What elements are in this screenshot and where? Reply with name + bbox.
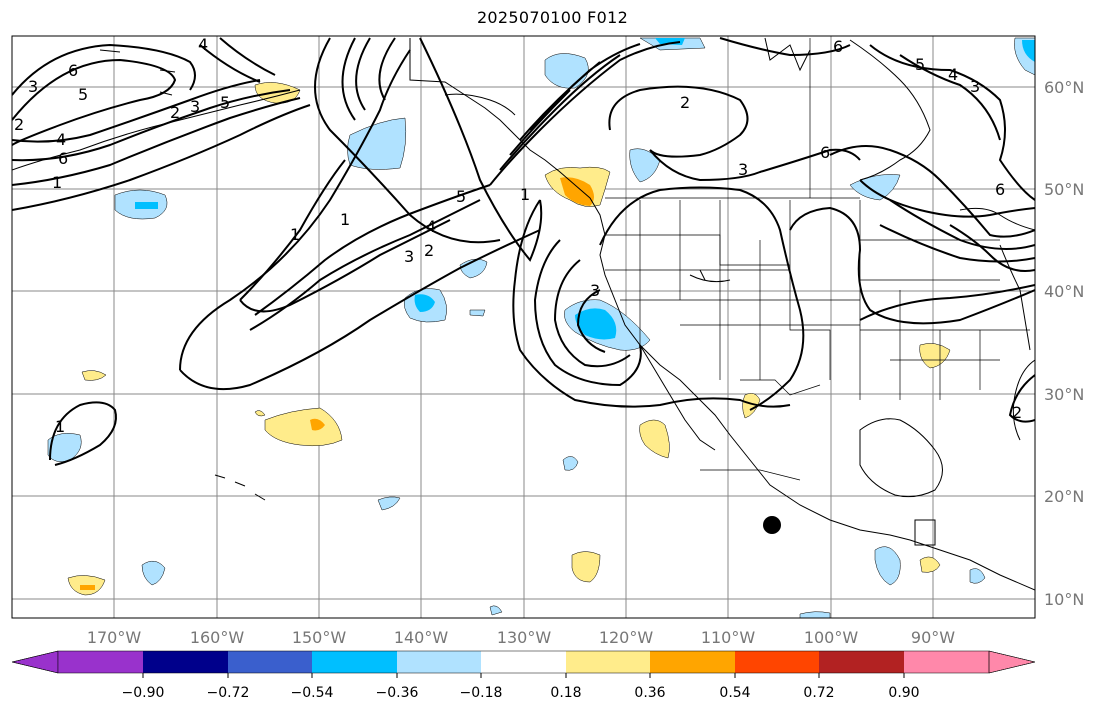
contour-label: 4 — [56, 130, 66, 149]
lat-label: 50°N — [1044, 180, 1084, 199]
colorbar-segment — [904, 651, 989, 673]
colorbar-tick-label: 0.90 — [888, 685, 919, 701]
lat-label: 10°N — [1044, 590, 1084, 609]
colorbar-segment — [650, 651, 735, 673]
lon-label: 140°W — [394, 628, 449, 647]
colorbar-segment — [228, 651, 312, 673]
lon-label: 110°W — [701, 628, 756, 647]
contour-label: 2 — [170, 103, 180, 122]
graticule — [12, 36, 1035, 618]
contour-label: 4 — [426, 217, 436, 236]
lon-label: 160°W — [190, 628, 245, 647]
political-borders — [605, 38, 1030, 481]
colorbar-segment — [819, 651, 904, 673]
contour-label: 5 — [78, 85, 88, 104]
colorbar-segment — [58, 651, 143, 673]
lon-label: 150°W — [292, 628, 347, 647]
contour-label: 6 — [820, 143, 830, 162]
colorbar-segment — [397, 651, 481, 673]
colorbar: −0.90 −0.72 −0.54 −0.36 −0.18 0.18 0.36 … — [11, 650, 1036, 701]
contour-label: 3 — [190, 97, 200, 116]
contour-label: 1 — [520, 185, 530, 204]
contour-label: 3 — [970, 77, 980, 96]
contour-label: 1 — [52, 173, 62, 192]
colorbar-segment — [481, 651, 566, 673]
colorbar-extend-min — [11, 650, 59, 674]
contour-label: 5 — [915, 55, 925, 74]
contour-lines — [12, 37, 1035, 466]
contour-label: 3 — [738, 160, 748, 179]
contour-label: 5 — [220, 93, 230, 112]
longitude-labels: 170°W 160°W 150°W 140°W 130°W 120°W 110°… — [87, 628, 955, 647]
colorbar-segment — [143, 651, 228, 673]
colorbar-tick-label: 0.18 — [550, 685, 581, 701]
colorbar-segment — [312, 651, 397, 673]
contour-label: 4 — [948, 65, 958, 84]
lon-label: 100°W — [804, 628, 859, 647]
map-frame — [11, 35, 1036, 619]
contour-label: 4 — [198, 35, 208, 54]
colorbar-segment — [735, 651, 819, 673]
lat-label: 20°N — [1044, 487, 1084, 506]
contour-label: 2 — [1012, 403, 1022, 422]
colorbar-extend-max — [988, 650, 1036, 674]
contour-label: 1 — [340, 210, 350, 229]
colorbar-segment — [566, 651, 650, 673]
lat-label: 60°N — [1044, 78, 1084, 97]
contour-label: 5 — [456, 187, 466, 206]
storm-marker — [763, 516, 781, 534]
colorbar-tick-label: 0.36 — [634, 685, 665, 701]
lon-label: 90°W — [911, 628, 955, 647]
colorbar-tick-label: −0.72 — [207, 685, 250, 701]
colorbar-tick-label: −0.18 — [460, 685, 503, 701]
contour-label: 3 — [28, 77, 38, 96]
contour-label: 3 — [404, 247, 414, 266]
colorbar-tick-label: −0.54 — [291, 685, 334, 701]
latitude-labels: 60°N 50°N 40°N 30°N 20°N 10°N — [1044, 78, 1084, 609]
contour-label: 6 — [833, 37, 843, 56]
plot-title: 2025070100 F012 — [476, 8, 629, 27]
contour-label: 1 — [290, 225, 300, 244]
contour-label: 2 — [14, 115, 24, 134]
colorbar-tick-label: −0.36 — [376, 685, 419, 701]
contour-label: 6 — [68, 61, 78, 80]
colorbar-tick-label: 0.54 — [719, 685, 750, 701]
lon-label: 130°W — [497, 628, 552, 647]
contour-label: 6 — [995, 180, 1005, 199]
contour-label: 2 — [680, 93, 690, 112]
lat-label: 40°N — [1044, 282, 1084, 301]
contour-label: 2 — [424, 241, 434, 260]
contour-label: 3 — [590, 281, 600, 300]
lon-label: 120°W — [599, 628, 654, 647]
contour-labels: 6 5 4 3 2 1 2 3 6 5 4 3 2 1 4 5 2 3 6 1 … — [14, 35, 1022, 436]
colorbar-tick-label: 0.72 — [803, 685, 834, 701]
lat-label: 30°N — [1044, 385, 1084, 404]
colorbar-tick-label: −0.90 — [122, 685, 165, 701]
contour-label: 1 — [55, 417, 65, 436]
contour-label: 6 — [58, 149, 68, 168]
lon-label: 170°W — [87, 628, 142, 647]
shaded-anomalies — [47, 37, 1035, 618]
